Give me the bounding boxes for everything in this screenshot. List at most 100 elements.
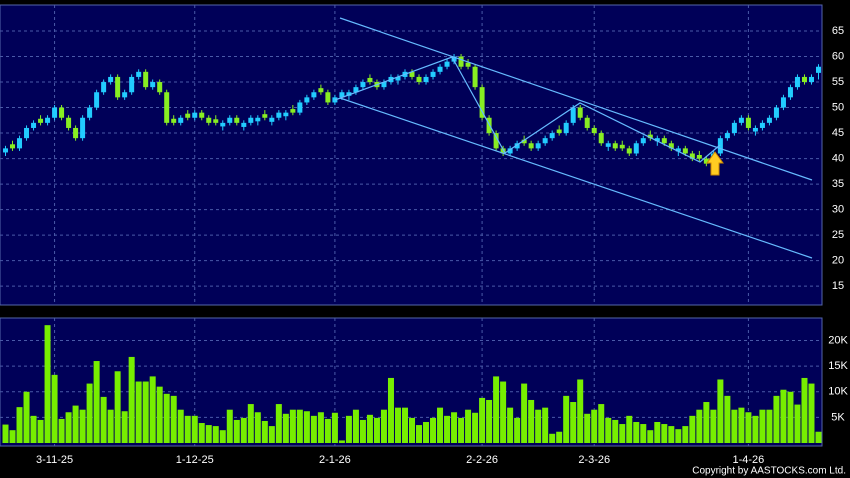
volume-bar — [317, 412, 324, 443]
candle-body — [17, 138, 23, 149]
candle-body — [703, 158, 709, 164]
volume-bar — [535, 409, 542, 443]
volume-bar — [289, 409, 296, 443]
volume-bar — [787, 391, 794, 443]
volume-bar — [100, 396, 107, 443]
candle-body — [423, 76, 429, 83]
volume-bar — [156, 386, 163, 443]
volume-bar — [219, 430, 226, 443]
candle-body — [458, 56, 464, 67]
volume-bar — [752, 415, 759, 443]
candle-body — [409, 71, 415, 77]
volume-bar — [801, 377, 808, 443]
y-tick-label: 55 — [832, 76, 844, 88]
x-tick-label: 2-1-26 — [319, 454, 351, 466]
candle-body — [654, 138, 660, 142]
volume-bar — [338, 440, 345, 443]
volume-bar — [815, 431, 822, 443]
y-tick-label: 45 — [832, 127, 844, 139]
volume-bar — [240, 417, 247, 443]
candle-body — [395, 76, 401, 81]
volume-bar — [114, 371, 121, 443]
candle-body — [45, 117, 51, 123]
candle-body — [801, 76, 807, 83]
candle-body — [150, 82, 156, 88]
candle-body — [675, 148, 681, 152]
candle-body — [451, 56, 457, 62]
candle-body — [297, 102, 303, 113]
zigzag — [334, 56, 721, 163]
candle-body — [101, 82, 107, 93]
candle-body — [745, 117, 751, 128]
candle-body — [738, 117, 744, 123]
volume-bar — [493, 376, 500, 443]
volume-bar — [745, 412, 752, 443]
volume-bar — [598, 404, 605, 443]
candle-body — [507, 148, 513, 154]
candle-body — [367, 77, 373, 83]
volume-bar — [9, 430, 16, 443]
candle-body — [94, 92, 100, 108]
volume-bar — [451, 412, 458, 443]
candle-body — [689, 153, 695, 159]
candle-body — [759, 122, 765, 128]
volume-bar — [23, 391, 30, 443]
volume-bar — [44, 325, 51, 443]
volume-bar — [212, 426, 219, 443]
volume-bar — [619, 424, 626, 443]
volume-bar — [724, 395, 731, 443]
candle-body — [794, 76, 800, 88]
candle-body — [185, 113, 191, 118]
volume-bar — [808, 383, 815, 443]
y-tick-label: 15K — [828, 360, 848, 372]
candle-body — [430, 71, 436, 77]
volume-bar — [380, 409, 387, 443]
y-tick-label: 10K — [828, 386, 848, 398]
candle-body — [318, 88, 324, 93]
volume-bar — [177, 409, 184, 443]
volume-bar — [296, 409, 303, 443]
candle-body — [493, 133, 499, 149]
y-tick-label: 20K — [828, 334, 848, 346]
candle-body — [66, 117, 72, 128]
volume-bar — [93, 361, 100, 443]
volume-bar — [310, 415, 317, 443]
volume-bar — [198, 423, 205, 443]
candle-body — [598, 133, 604, 144]
volume-bar — [773, 395, 780, 443]
candle-body — [234, 117, 240, 123]
candle-body — [24, 127, 30, 139]
volume-bar — [584, 413, 591, 443]
x-tick-label: 2-3-26 — [578, 454, 610, 466]
candle-body — [605, 143, 611, 147]
volume-bar — [387, 377, 394, 443]
volume-bar — [556, 431, 563, 443]
candle-body — [143, 71, 149, 88]
volume-bar — [184, 415, 191, 443]
candle-body — [353, 87, 359, 93]
volume-bar — [479, 397, 486, 443]
candle-body — [696, 155, 702, 159]
volume-bar — [542, 407, 549, 443]
candle-body — [640, 138, 646, 144]
trend-lines — [334, 17, 813, 259]
volume-bar — [86, 383, 93, 443]
x-tick-label: 1-4-26 — [733, 454, 765, 466]
volume-bar — [696, 409, 703, 443]
volume-bar — [717, 379, 724, 443]
volume-bar — [563, 395, 570, 443]
candle-body — [626, 148, 632, 154]
candle-body — [528, 143, 534, 149]
volume-bar — [521, 383, 528, 443]
y-tick-label: 5K — [831, 411, 845, 423]
volume-bar — [465, 409, 472, 443]
candle-body — [731, 122, 737, 134]
volume-bar — [359, 419, 366, 443]
candle-body — [773, 107, 779, 118]
volume-bar — [373, 417, 380, 443]
volume-bar — [738, 407, 745, 443]
volume-bar — [570, 402, 577, 443]
candle-body — [87, 107, 93, 118]
